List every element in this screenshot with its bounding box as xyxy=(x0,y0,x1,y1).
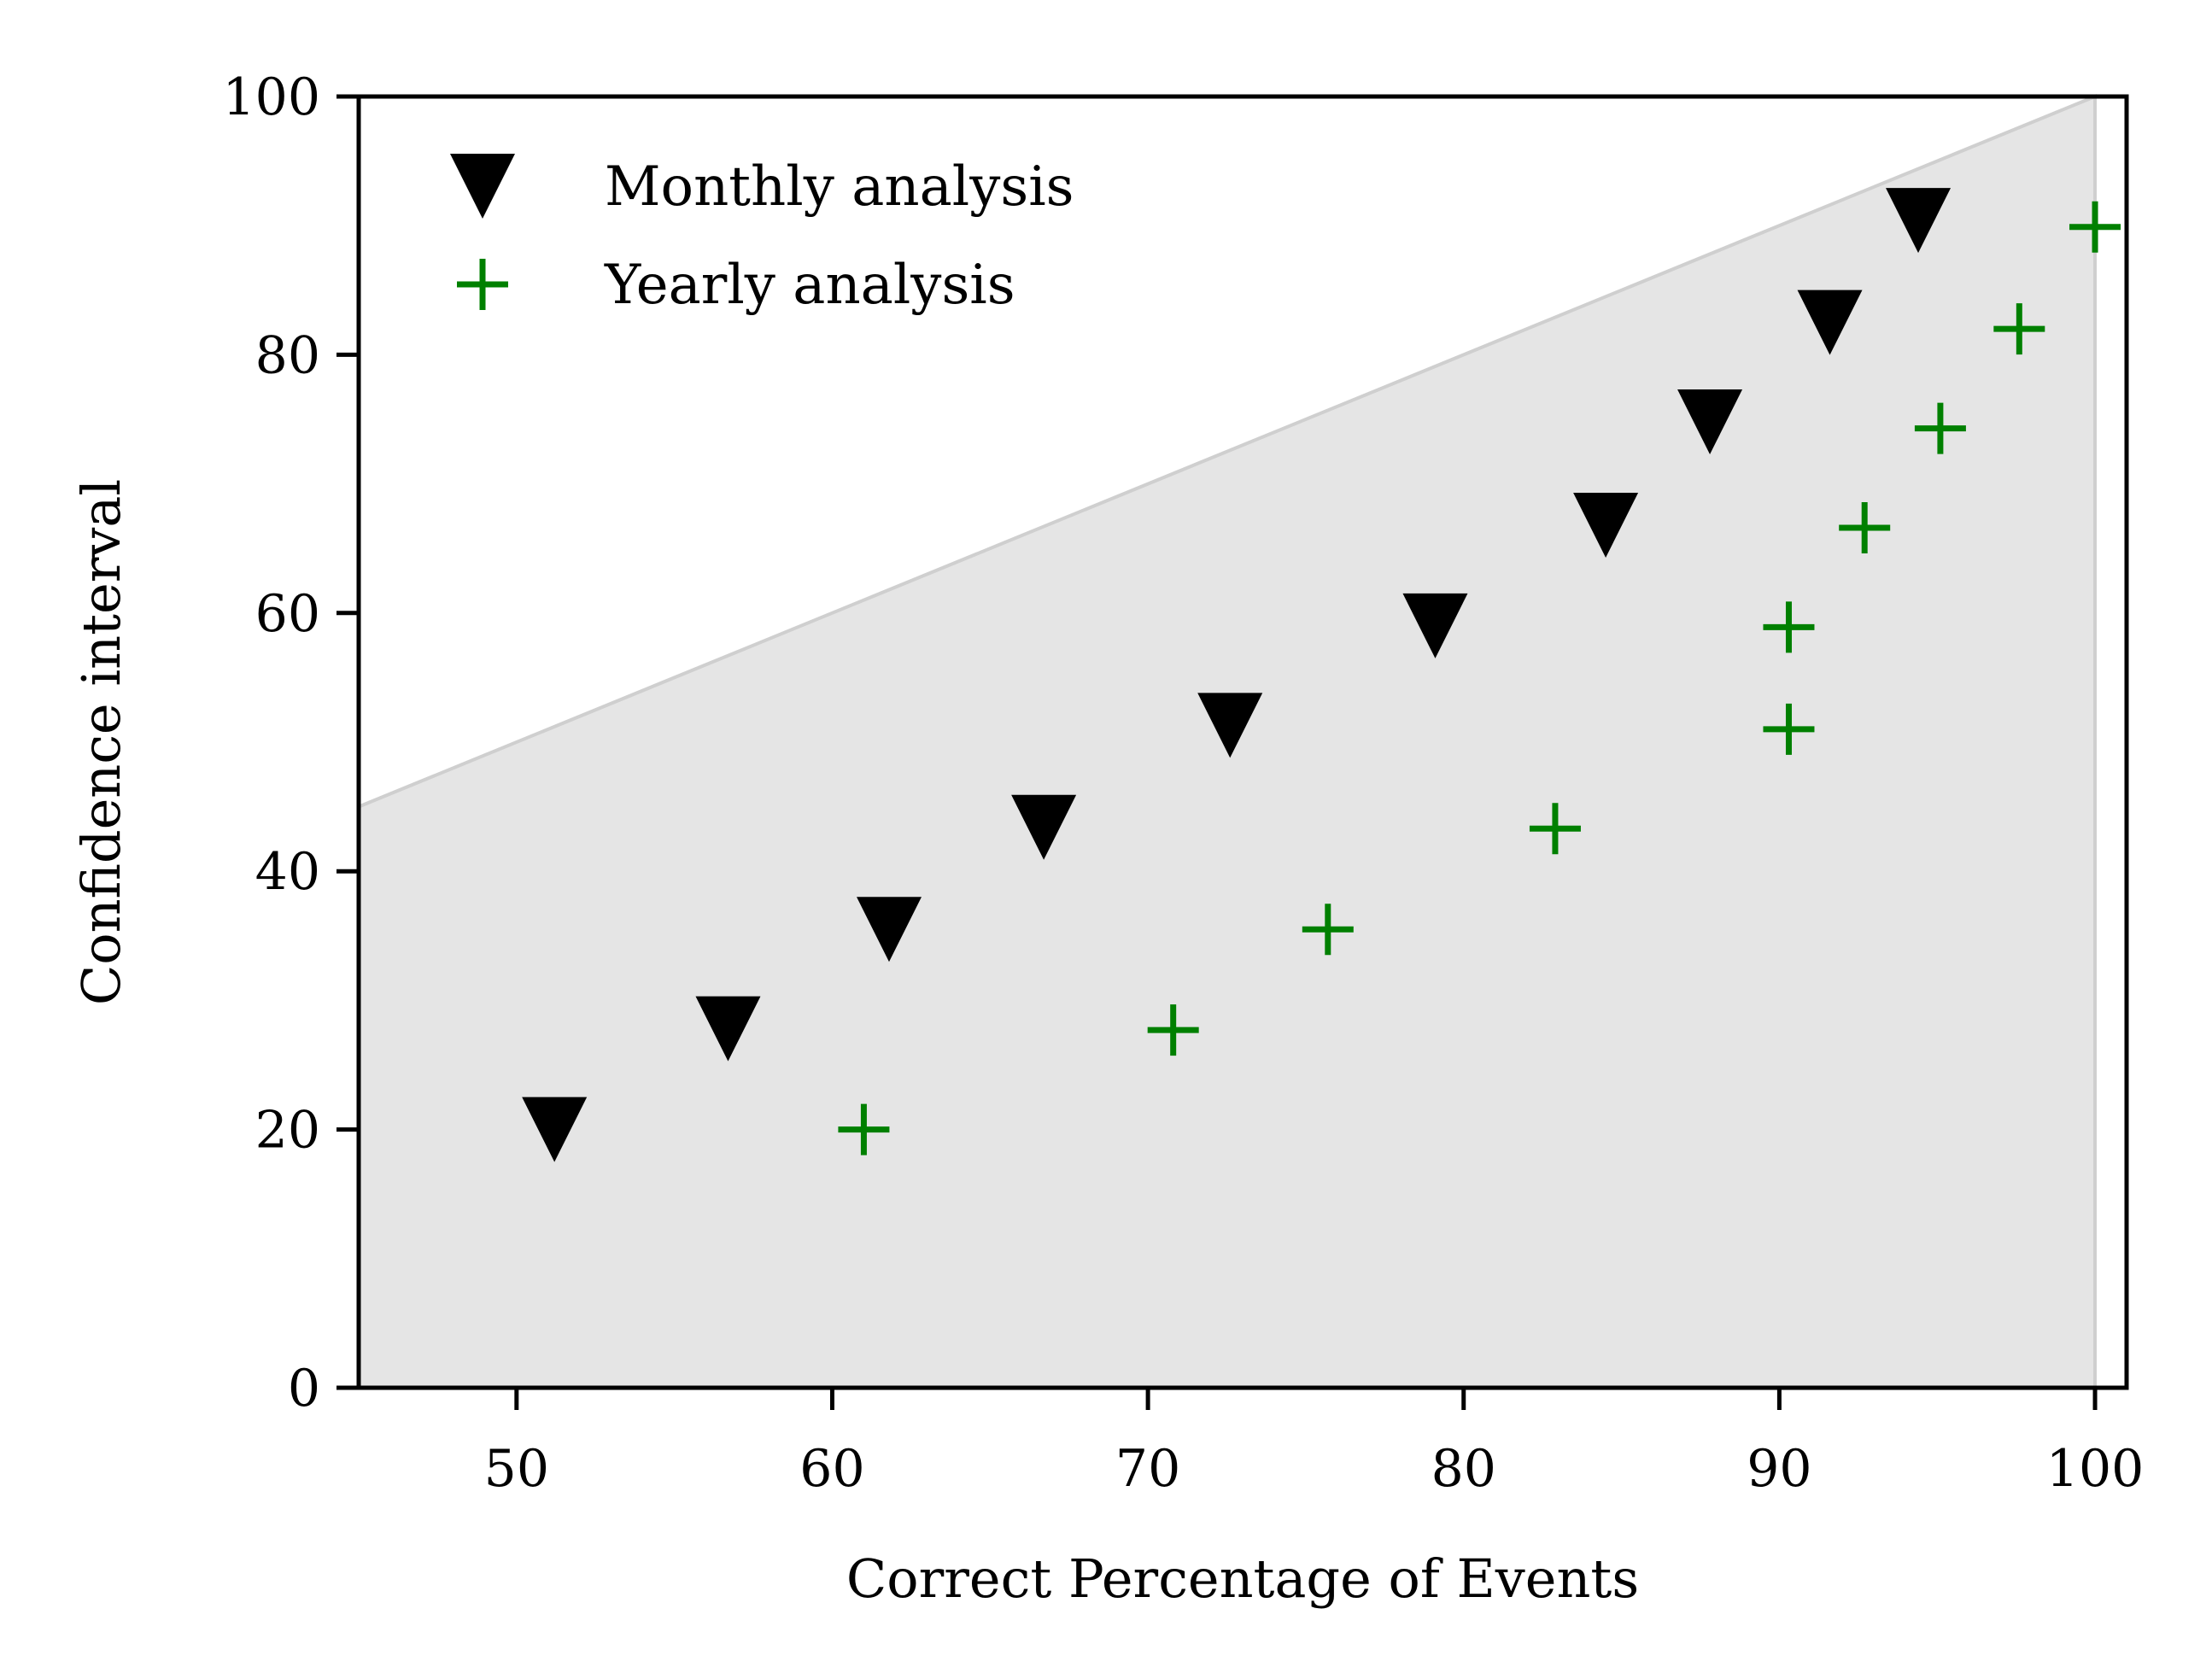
data-point-triangle xyxy=(1677,389,1743,455)
data-point-triangle xyxy=(857,897,922,962)
y-tick-label: 0 xyxy=(288,1359,320,1419)
y-tick-label: 80 xyxy=(255,325,320,385)
legend-label: Monthly analysis xyxy=(605,155,1074,219)
x-axis-label: Correct Percentage of Events xyxy=(846,1547,1639,1610)
data-point-plus xyxy=(2069,201,2121,253)
data-point-plus xyxy=(1529,803,1581,855)
legend-entry: Monthly analysis xyxy=(450,154,1074,219)
y-tick-label: 20 xyxy=(255,1101,320,1161)
series-1 xyxy=(838,201,2121,1155)
legend: Monthly analysis Yearly analysis xyxy=(450,154,1074,317)
y-tick-label: 40 xyxy=(255,842,320,902)
legend-marker-triangle xyxy=(450,154,515,219)
data-point-triangle xyxy=(1797,290,1863,355)
data-point-triangle xyxy=(1402,593,1468,658)
data-point-plus xyxy=(1993,303,2045,355)
x-tick-label: 80 xyxy=(1431,1439,1496,1499)
x-tick-label: 90 xyxy=(1747,1439,1811,1499)
y-axis-label: Confidence interval xyxy=(70,479,132,1005)
data-point-triangle xyxy=(1197,693,1263,758)
x-axis-ticks: 50 60 70 80 90 100 xyxy=(484,1388,2145,1499)
data-point-plus xyxy=(1914,402,1966,454)
data-point-plus xyxy=(1839,502,1891,554)
data-point-plus xyxy=(1763,703,1815,755)
axes-frame xyxy=(356,94,2129,1390)
legend-label: Yearly analysis xyxy=(604,254,1015,317)
x-tick-label: 60 xyxy=(799,1439,864,1499)
legend-marker-plus xyxy=(457,259,508,310)
y-tick-label: 100 xyxy=(222,67,320,127)
x-tick-label: 50 xyxy=(484,1439,549,1499)
data-point-triangle xyxy=(1573,492,1639,558)
data-point-plus xyxy=(1147,1004,1199,1056)
x-tick-label: 100 xyxy=(2046,1439,2145,1499)
y-axis-ticks: 0 20 40 60 80 100 xyxy=(222,67,359,1419)
data-point-triangle xyxy=(695,996,761,1062)
data-point-plus xyxy=(1302,904,1354,956)
series-0 xyxy=(522,188,1952,1162)
legend-entry: Yearly analysis xyxy=(457,254,1015,317)
x-tick-label: 70 xyxy=(1115,1439,1180,1499)
data-point-triangle xyxy=(1011,794,1077,860)
data-point-triangle xyxy=(1886,188,1952,254)
y-tick-label: 60 xyxy=(255,584,320,644)
data-point-plus xyxy=(1763,601,1815,653)
data-point-triangle xyxy=(522,1097,588,1162)
data-point-plus xyxy=(838,1103,890,1155)
data-markers xyxy=(522,188,2121,1162)
